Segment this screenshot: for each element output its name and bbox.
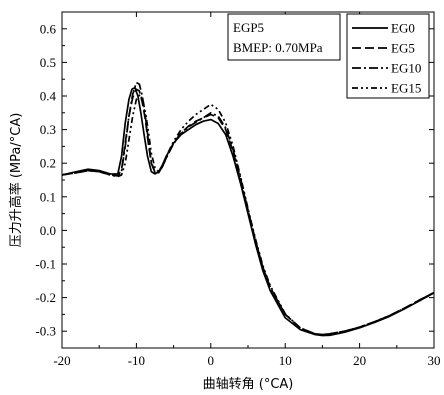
y-tick-label: 0.5 (40, 55, 56, 70)
annotation-frame (227, 13, 341, 61)
legend-label-eg5: EG5 (391, 41, 415, 56)
legend: EG0 EG5 EG10 EG15 (346, 13, 430, 99)
y-axis-title: 压力升高率 (MPa/°CA) (8, 113, 24, 248)
x-axis-title: 曲轴转角 (°CA) (203, 377, 294, 392)
data-series (61, 81, 435, 337)
annotation-box: EGP5 BMEP: 0.70MPa (227, 13, 341, 61)
y-tick-label: -0.3 (35, 324, 56, 339)
y-axis-ticks: -0.3 -0.2 -0.1 0.0 0.1 0.2 0.3 0.4 0.5 0.6 (35, 11, 434, 349)
x-tick-label: 10 (279, 353, 292, 368)
y-tick-label: 0.1 (40, 189, 56, 204)
y-tick-label: 0.4 (40, 89, 57, 104)
y-tick-label: 0.3 (40, 122, 56, 137)
annotation-line-2: BMEP: 0.70MPa (233, 40, 323, 55)
x-tick-label: -10 (128, 353, 145, 368)
x-tick-label: 20 (353, 353, 366, 368)
y-tick-label: 0.0 (40, 223, 56, 238)
y-tick-label: -0.2 (35, 290, 56, 305)
x-tick-label: 0 (208, 353, 215, 368)
legend-label-eg0: EG0 (391, 21, 415, 36)
annotation-line-1: EGP5 (233, 20, 264, 35)
series-line-eg15 (61, 93, 435, 336)
legend-label-eg15: EG15 (391, 81, 421, 96)
y-tick-label: -0.1 (35, 257, 56, 272)
y-tick-label: 0.2 (40, 156, 56, 171)
series-line-eg10 (61, 81, 435, 336)
x-tick-label: 30 (428, 353, 441, 368)
y-tick-label: 0.6 (40, 21, 57, 36)
x-tick-label: -20 (53, 353, 70, 368)
legend-label-eg10: EG10 (391, 61, 421, 76)
series-line-eg0 (61, 86, 435, 337)
